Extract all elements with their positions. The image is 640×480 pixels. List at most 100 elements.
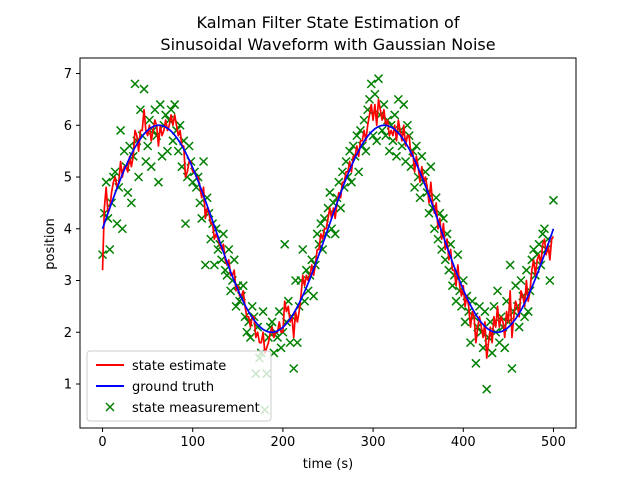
measurement-point bbox=[240, 312, 250, 322]
measurement-point bbox=[465, 338, 476, 348]
measurement-point bbox=[199, 156, 209, 167]
measurement-point bbox=[372, 136, 382, 146]
measurement-point bbox=[224, 244, 234, 254]
measurement-point bbox=[238, 281, 248, 291]
x-tick-label: 100 bbox=[180, 435, 205, 450]
measurement-point bbox=[410, 182, 420, 192]
measurement-point bbox=[125, 141, 135, 151]
measurement-point bbox=[139, 84, 149, 94]
measurement-point bbox=[460, 317, 470, 327]
measurement-point bbox=[209, 260, 219, 270]
measurement-point bbox=[453, 250, 463, 260]
measurement-point bbox=[292, 338, 302, 348]
measurement-point bbox=[330, 229, 340, 239]
measurement-point bbox=[359, 115, 369, 125]
y-tick-label: 4 bbox=[64, 222, 72, 237]
measurement-point bbox=[480, 307, 490, 317]
legend-label: state measurement bbox=[132, 401, 260, 416]
measurement-point bbox=[399, 100, 409, 110]
measurement-point bbox=[144, 115, 154, 125]
measurement-point bbox=[153, 177, 163, 187]
measurement-point bbox=[180, 219, 191, 229]
measurement-point bbox=[373, 74, 384, 84]
measurement-point bbox=[471, 358, 481, 368]
measurement-point bbox=[195, 198, 205, 208]
measurement-point bbox=[352, 131, 362, 141]
measurement-point bbox=[411, 141, 421, 151]
measurement-point bbox=[146, 162, 156, 172]
measurement-point bbox=[482, 384, 492, 394]
measurement-point bbox=[505, 260, 515, 270]
measurement-point bbox=[229, 255, 239, 265]
measurement-point bbox=[101, 177, 111, 187]
measurement-point bbox=[247, 301, 257, 311]
state-estimate-line bbox=[101, 98, 555, 359]
measurement-point bbox=[116, 125, 126, 135]
y-tick-label: 7 bbox=[64, 67, 72, 82]
measurement-point bbox=[143, 141, 153, 151]
measurement-point bbox=[173, 146, 183, 156]
x-tick-label: 200 bbox=[270, 435, 295, 450]
measurement-point bbox=[424, 208, 434, 218]
measurement-point bbox=[384, 146, 394, 156]
measurement-point bbox=[514, 322, 524, 332]
measurement-point bbox=[523, 307, 533, 317]
measurement-point bbox=[366, 79, 376, 89]
measurement-point bbox=[258, 307, 268, 317]
measurement-point bbox=[170, 100, 180, 110]
measurement-point bbox=[218, 229, 228, 239]
axes: 0 100 200 300 400 500 1 2 3 4 5 6 7 bbox=[64, 57, 577, 450]
measurement-point bbox=[263, 332, 274, 342]
measurement-point bbox=[285, 338, 295, 348]
measurement-point bbox=[346, 177, 356, 187]
measurement-point bbox=[390, 110, 400, 120]
measurement-point bbox=[267, 317, 277, 327]
measurement-point bbox=[415, 193, 425, 203]
measurement-point bbox=[166, 105, 176, 115]
measurement-point bbox=[520, 312, 530, 322]
measurement-point bbox=[500, 343, 510, 353]
measurement-point bbox=[336, 203, 346, 213]
measurement-point bbox=[242, 327, 252, 337]
y-tick-label: 2 bbox=[64, 326, 72, 341]
y-tick-label: 6 bbox=[64, 119, 72, 134]
measurement-point bbox=[370, 89, 380, 99]
measurement-point bbox=[117, 224, 127, 234]
y-axis-label: position bbox=[43, 218, 58, 270]
measurement-point bbox=[226, 286, 236, 296]
x-axis-label: time (s) bbox=[303, 457, 353, 472]
measurement-point bbox=[298, 244, 308, 254]
y-tick-label: 5 bbox=[64, 171, 72, 186]
measurement-point bbox=[200, 260, 210, 270]
measurement-point bbox=[507, 363, 517, 374]
chart-title-line-2: Sinusoidal Waveform with Gaussian Noise bbox=[160, 35, 495, 54]
measurement-point bbox=[431, 193, 441, 203]
measurement-point bbox=[316, 219, 326, 229]
measurement-point bbox=[301, 265, 311, 275]
measurement-point bbox=[162, 146, 173, 156]
measurement-point bbox=[545, 275, 555, 286]
measurement-point bbox=[105, 244, 115, 254]
measurement-point bbox=[184, 141, 194, 151]
measurement-point bbox=[516, 275, 526, 286]
measurement-point bbox=[539, 224, 549, 234]
measurement-point bbox=[110, 167, 120, 177]
measurement-point bbox=[309, 291, 319, 301]
measurement-point bbox=[123, 188, 133, 198]
measurement-point bbox=[377, 125, 387, 135]
y-tick-label: 1 bbox=[64, 378, 72, 393]
x-tick-label: 500 bbox=[541, 435, 566, 450]
measurement-point bbox=[289, 363, 299, 374]
y-tick-label: 3 bbox=[64, 274, 72, 289]
chart-title-line-1: Kalman Filter State Estimation of bbox=[197, 13, 460, 32]
measurement-point bbox=[168, 136, 178, 146]
legend-label: ground truth bbox=[132, 380, 214, 395]
axes-frame bbox=[79, 57, 577, 429]
legend-box bbox=[86, 350, 272, 422]
measurement-point bbox=[354, 167, 364, 177]
legend-swatch-state-measurement bbox=[105, 402, 115, 412]
legend: state estimate ground truth state measurem… bbox=[86, 350, 272, 422]
measurement-point bbox=[392, 151, 402, 161]
measurement-point bbox=[493, 286, 503, 296]
